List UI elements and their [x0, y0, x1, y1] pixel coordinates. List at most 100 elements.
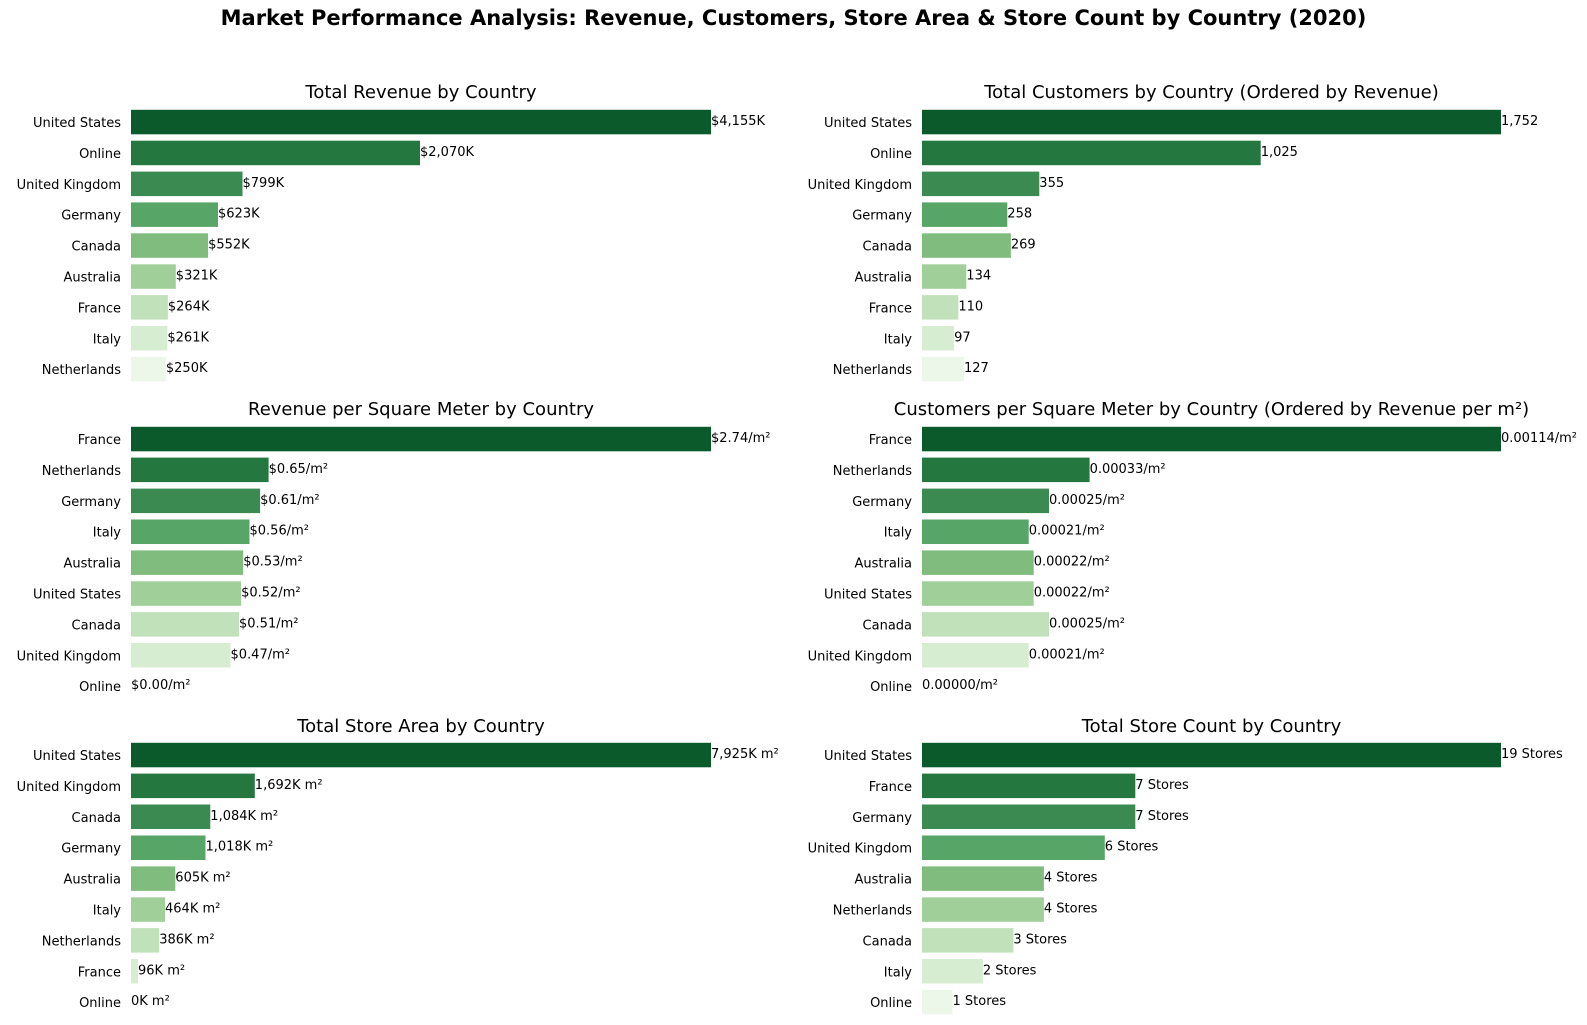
category-tick-label: United States [33, 588, 121, 603]
value-label: $261K [167, 330, 209, 345]
value-label: 355 [1039, 176, 1064, 191]
value-label: 110 [958, 299, 983, 314]
value-label: $264K [168, 299, 210, 314]
value-label: 7 Stores [1135, 809, 1189, 824]
bar [131, 959, 138, 984]
bar [131, 550, 244, 575]
category-tick-label: United States [824, 588, 912, 603]
category-tick-label: Online [79, 680, 121, 695]
category-tick-label: France [78, 433, 121, 448]
category-tick-label: Germany [852, 209, 912, 224]
value-label: $0.52/m² [241, 586, 300, 601]
value-label: $2.74/m² [711, 431, 770, 446]
value-label: 1,084K m² [210, 809, 278, 824]
value-label: $0.53/m² [243, 555, 302, 570]
value-label: 0.00022/m² [1034, 586, 1110, 601]
bar [131, 742, 711, 768]
panel-title: Total Store Area by Country [296, 716, 545, 737]
category-tick-label: Australia [854, 271, 912, 286]
value-label: 3 Stores [1013, 932, 1067, 947]
category-tick-label: Germany [852, 495, 912, 510]
category-tick-label: Australia [854, 557, 912, 572]
value-label: $2,070K [420, 145, 474, 160]
category-tick-label: Netherlands [833, 464, 912, 479]
bar [922, 109, 1501, 135]
value-label: 1 Stores [953, 994, 1007, 1009]
panel-title: Total Customers by Country (Ordered by R… [983, 82, 1439, 103]
bar [131, 643, 231, 668]
value-label: $0.61/m² [260, 493, 319, 508]
bar [131, 581, 242, 606]
bar [922, 519, 1029, 544]
bar [131, 519, 250, 544]
bar [922, 581, 1034, 606]
panel-title: Customers per Square Meter by Country (O… [894, 399, 1529, 420]
bar [131, 171, 243, 197]
category-tick-label: Canada [863, 240, 912, 255]
bar [131, 295, 168, 320]
bar [131, 488, 261, 514]
category-tick-label: Canada [72, 811, 121, 826]
value-label: $623K [218, 207, 260, 222]
category-tick-label: Netherlands [833, 363, 912, 378]
category-tick-label: Netherlands [42, 464, 121, 479]
category-tick-label: United Kingdom [808, 842, 912, 857]
value-label: 0.00033/m² [1090, 462, 1166, 477]
value-label: 4 Stores [1044, 871, 1098, 886]
value-label: $250K [166, 361, 208, 376]
category-tick-label: Italy [93, 526, 122, 541]
category-tick-label: France [78, 965, 121, 980]
category-tick-label: Online [79, 996, 121, 1011]
value-label: 0.00114/m² [1501, 431, 1577, 446]
bar [922, 140, 1261, 166]
bar [922, 295, 959, 320]
bar [922, 742, 1501, 768]
value-label: 0.00021/m² [1029, 524, 1105, 539]
bar [922, 959, 983, 984]
value-label: 0K m² [131, 994, 170, 1009]
category-tick-label: Australia [63, 873, 121, 888]
value-label: 464K m² [165, 902, 220, 917]
value-label: 0.00022/m² [1034, 555, 1110, 570]
chart-panel-1: Total Revenue by Country United States $4,… [17, 82, 765, 382]
bar [131, 773, 255, 799]
value-label: 7 Stores [1135, 778, 1189, 793]
chart-panel-5: Total Store Area by Country United States… [17, 716, 779, 1011]
value-label: $321K [176, 269, 218, 284]
category-tick-label: United States [824, 116, 912, 131]
bar [922, 356, 964, 382]
category-tick-label: Italy [884, 965, 913, 980]
bar [131, 897, 165, 922]
bar [922, 928, 1014, 953]
bar [922, 264, 967, 289]
category-tick-label: Germany [61, 842, 121, 857]
value-label: 7,925K m² [711, 747, 779, 762]
category-tick-label: United States [33, 116, 121, 131]
value-label: 6 Stores [1105, 840, 1159, 855]
value-label: $0.47/m² [231, 647, 290, 662]
bar [922, 866, 1044, 891]
category-tick-label: Canada [72, 240, 121, 255]
category-tick-label: France [869, 433, 912, 448]
value-label: $4,155K [711, 114, 765, 129]
category-tick-label: Italy [93, 904, 122, 919]
category-tick-label: United States [824, 749, 912, 764]
value-label: $799K [243, 176, 285, 191]
category-tick-label: Australia [63, 271, 121, 286]
bar [922, 897, 1044, 922]
bar [131, 356, 166, 382]
bar [922, 326, 955, 351]
value-label: $0.65/m² [269, 462, 328, 477]
bar [131, 140, 420, 166]
value-label: 127 [964, 361, 989, 376]
bar [131, 233, 209, 258]
chart-panel-4: Customers per Square Meter by Country (O… [808, 399, 1577, 695]
chart-panel-2: Total Customers by Country (Ordered by R… [808, 82, 1538, 382]
bar [131, 202, 218, 227]
bar [922, 426, 1501, 452]
category-tick-label: France [869, 780, 912, 795]
value-label: 19 Stores [1501, 747, 1563, 762]
value-label: 0.00025/m² [1049, 616, 1125, 631]
bar [922, 990, 953, 1015]
category-tick-label: United Kingdom [17, 178, 121, 193]
